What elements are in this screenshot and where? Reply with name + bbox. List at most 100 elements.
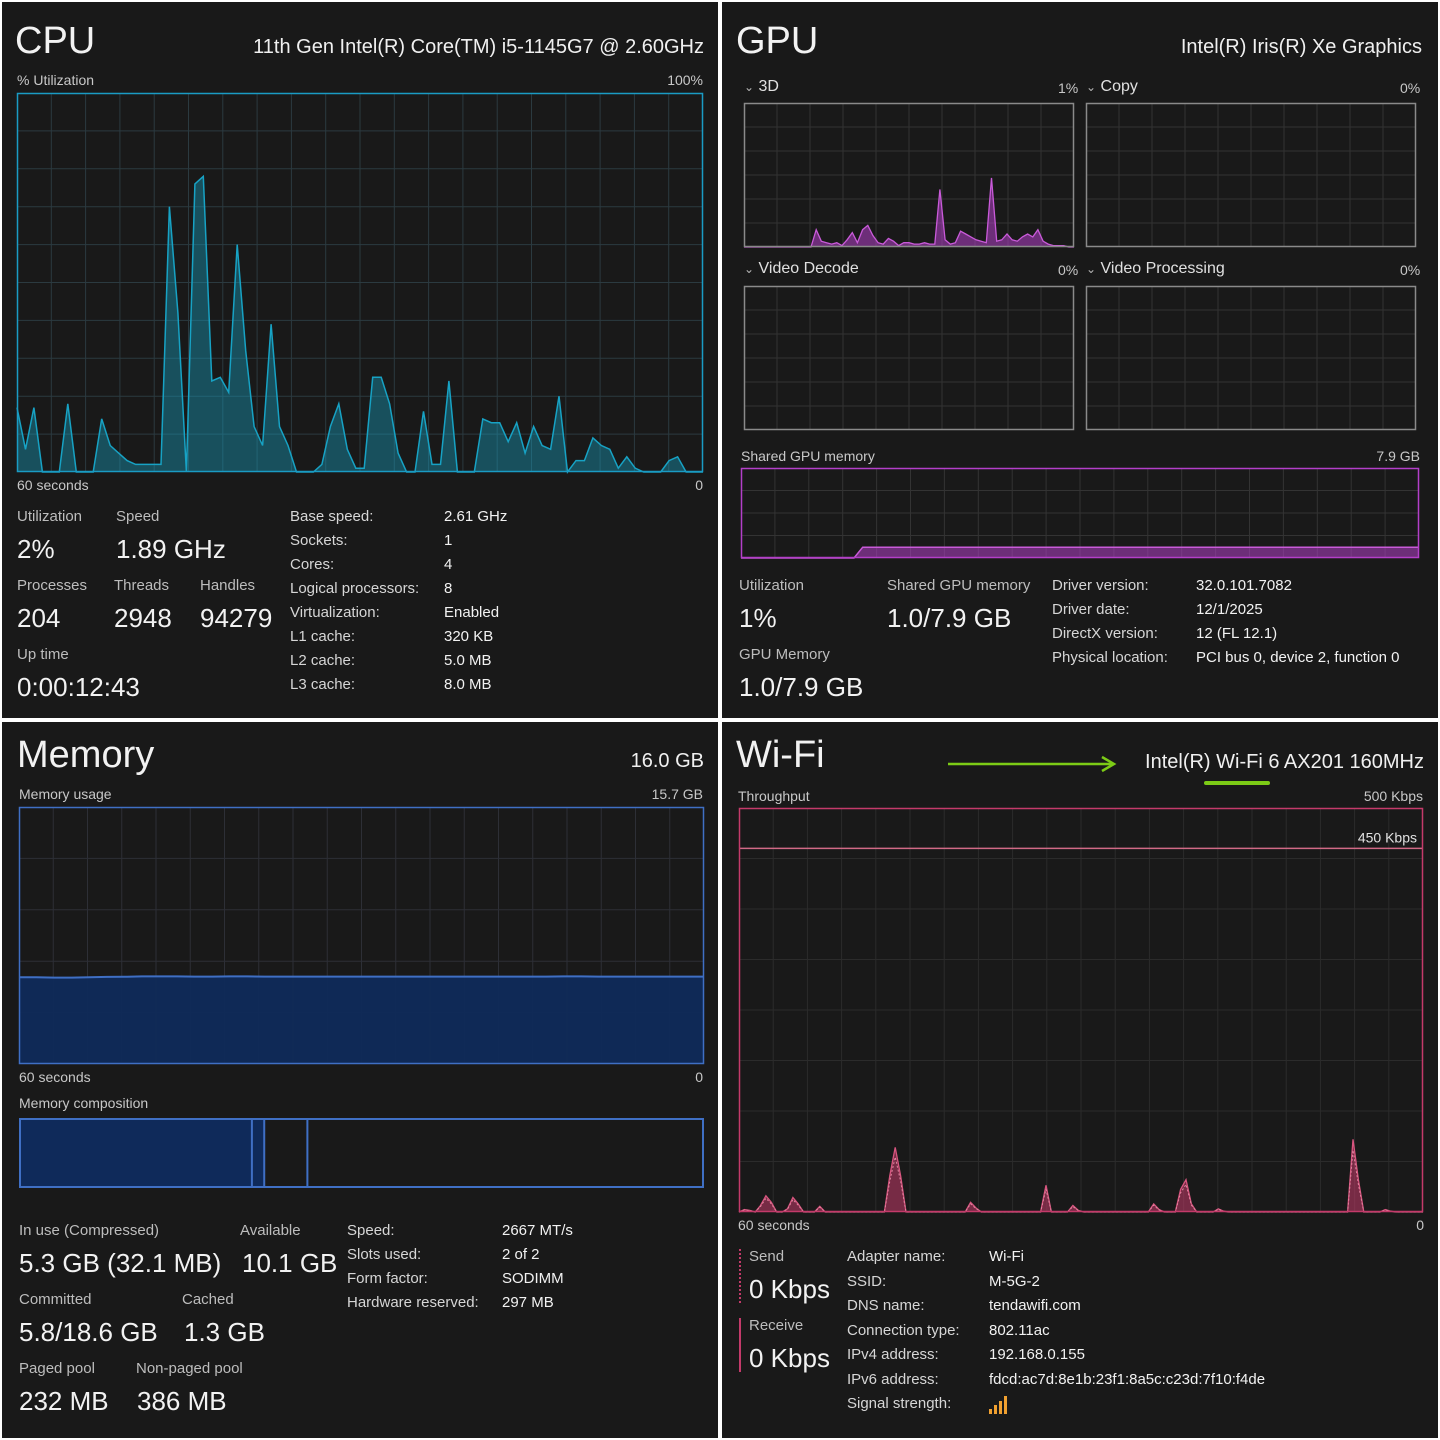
wifi-detail-row: DNS name: tendawifi.com (847, 1297, 1427, 1322)
memory-details: Speed: 2667 MT/s Slots used: 2 of 2 Form f… (347, 1222, 647, 1318)
graph-border (743, 285, 1075, 431)
wifi-detail-row: Adapter name: Wi-Fi (847, 1248, 1427, 1273)
detail-label: Slots used: (347, 1246, 422, 1263)
cpu-detail-row: Sockets: 1 (290, 532, 550, 556)
memory-detail-row: Slots used: 2 of 2 (347, 1246, 647, 1270)
memory-usage-max: 15.7 GB (651, 786, 703, 802)
engine-3d-header[interactable]: ⌄ 3D (744, 78, 779, 96)
chevron-down-icon[interactable]: ⌄ (1086, 80, 1097, 94)
chevron-down-icon[interactable]: ⌄ (744, 262, 755, 276)
cpu-title: CPU (15, 20, 96, 62)
wifi-detail-row: Signal strength: (847, 1395, 1427, 1420)
cpu-graph-label: % Utilization (17, 72, 95, 88)
wifi-throughput-max: 500 Kbps (1363, 788, 1423, 804)
wifi-time-label: 60 seconds (738, 1217, 810, 1233)
memory-time-label: 60 seconds (19, 1069, 91, 1085)
detail-label: Logical processors: (290, 580, 420, 597)
gpu-shared-memory-graph (740, 467, 1420, 559)
detail-value: 2667 MT/s (502, 1222, 573, 1239)
cpu-model: 11th Gen Intel(R) Core(TM) i5-1145G7 @ 2… (253, 36, 704, 58)
gpu-utilization-value: 1% (739, 603, 777, 633)
engine-video-processing-name: Video Processing (1100, 260, 1225, 277)
engine-copy-header[interactable]: ⌄ Copy (1086, 78, 1138, 96)
chevron-down-icon[interactable]: ⌄ (744, 80, 755, 94)
detail-value: SODIMM (502, 1270, 564, 1287)
memory-graph-min: 0 (695, 1069, 703, 1085)
graph-border (16, 92, 704, 473)
detail-value: 12/1/2025 (1196, 601, 1263, 618)
memory-title: Memory (17, 734, 155, 776)
memory-committed-value: 5.8/18.6 GB (19, 1317, 158, 1347)
gpu-video-decode-graph (743, 285, 1075, 431)
detail-value: 5.0 MB (444, 652, 492, 669)
gpu-memory-value: 1.0/7.9 GB (739, 672, 864, 702)
engine-3d-name: 3D (758, 78, 779, 95)
memory-nonpaged-label: Non-paged pool (136, 1360, 243, 1377)
detail-value: M-5G-2 (989, 1272, 1040, 1290)
memory-in-use-value: 5.3 GB (32.1 MB) (19, 1248, 222, 1278)
wifi-send-value: 0 Kbps (749, 1274, 830, 1304)
memory-detail-row: Form factor: SODIMM (347, 1270, 647, 1294)
detail-label: Cores: (290, 556, 335, 573)
detail-label: Physical location: (1052, 649, 1168, 666)
gpu-panel: GPU Intel(R) Iris(R) Xe Graphics ⌄ 3D 1%… (722, 2, 1438, 718)
composition-modified (251, 1118, 265, 1188)
memory-usage-label: Memory usage (19, 786, 112, 802)
detail-value: 1 (444, 532, 453, 549)
engine-video-processing-value: 0% (1400, 262, 1421, 278)
cpu-detail-row: L1 cache: 320 KB (290, 628, 550, 652)
wifi-detail-row: IPv6 address: fdcd:ac7d:8e1b:23f1:8a5c:c2… (847, 1371, 1427, 1396)
chevron-down-icon[interactable]: ⌄ (1086, 262, 1097, 276)
cpu-uptime-label: Up time (17, 646, 69, 663)
cpu-utilization-label: Utilization (17, 508, 83, 525)
memory-committed-label: Committed (19, 1291, 92, 1308)
detail-value: 2 of 2 (502, 1246, 540, 1263)
send-indicator (739, 1249, 741, 1303)
gpu-shared-mem-label: Shared GPU memory (887, 577, 1031, 594)
memory-paged-label: Paged pool (19, 1360, 95, 1377)
detail-label: Driver version: (1052, 577, 1149, 594)
detail-label: IPv4 address: (847, 1346, 939, 1363)
cpu-detail-row: L2 cache: 5.0 MB (290, 652, 550, 676)
gpu-memory-label: GPU Memory (739, 646, 830, 663)
detail-label: L3 cache: (290, 676, 356, 693)
engine-video-processing-header[interactable]: ⌄ Video Processing (1086, 260, 1225, 278)
detail-value: 12 (FL 12.1) (1196, 625, 1278, 642)
gpu-detail-row: Driver date: 12/1/2025 (1052, 601, 1432, 625)
detail-label: Speed: (347, 1222, 395, 1239)
memory-available-value: 10.1 GB (242, 1248, 338, 1278)
detail-value: 802.11ac (989, 1321, 1050, 1339)
detail-label: L2 cache: (290, 652, 356, 669)
cpu-threads-value: 2948 (114, 603, 172, 633)
memory-usage-graph (18, 806, 705, 1065)
detail-value: 320 KB (444, 628, 494, 645)
gpu-3d-graph (743, 102, 1075, 248)
memory-panel: Memory 16.0 GB Memory usage 15.7 GB 60 s… (2, 722, 718, 1438)
wifi-throughput-label: Throughput (738, 788, 810, 804)
memory-composition-label: Memory composition (19, 1095, 149, 1111)
detail-label: Adapter name: (847, 1248, 946, 1265)
engine-copy-value: 0% (1400, 80, 1421, 96)
detail-value: tendawifi.com (989, 1297, 1081, 1314)
memory-available-label: Available (240, 1222, 301, 1239)
annotation-underline (1204, 781, 1270, 785)
detail-value: fdcd:ac7d:8e1b:23f1:8a5c:c23d:7f10:f4de (989, 1370, 1266, 1388)
memory-paged-value: 232 MB (19, 1386, 109, 1416)
detail-label: Driver date: (1052, 601, 1130, 618)
memory-cached-value: 1.3 GB (184, 1317, 265, 1347)
wifi-throughput-graph: 450 Kbps (738, 807, 1424, 1213)
gpu-model: Intel(R) Iris(R) Xe Graphics (1180, 36, 1422, 58)
wifi-title: Wi-Fi (736, 734, 825, 776)
detail-label: SSID: (847, 1272, 887, 1290)
engine-video-decode-header[interactable]: ⌄ Video Decode (744, 260, 859, 278)
gpu-copy-graph (1085, 102, 1417, 248)
cpu-utilization-graph (16, 92, 704, 474)
memory-line (19, 975, 704, 979)
annotation-arrow-icon (948, 755, 1117, 773)
receive-indicator (739, 1318, 741, 1372)
cpu-handles-value: 94279 (200, 603, 273, 633)
memory-composition-bar (19, 1118, 704, 1188)
detail-label: Sockets: (290, 532, 348, 549)
detail-value: Enabled (444, 604, 500, 621)
detail-label: L1 cache: (290, 628, 356, 645)
